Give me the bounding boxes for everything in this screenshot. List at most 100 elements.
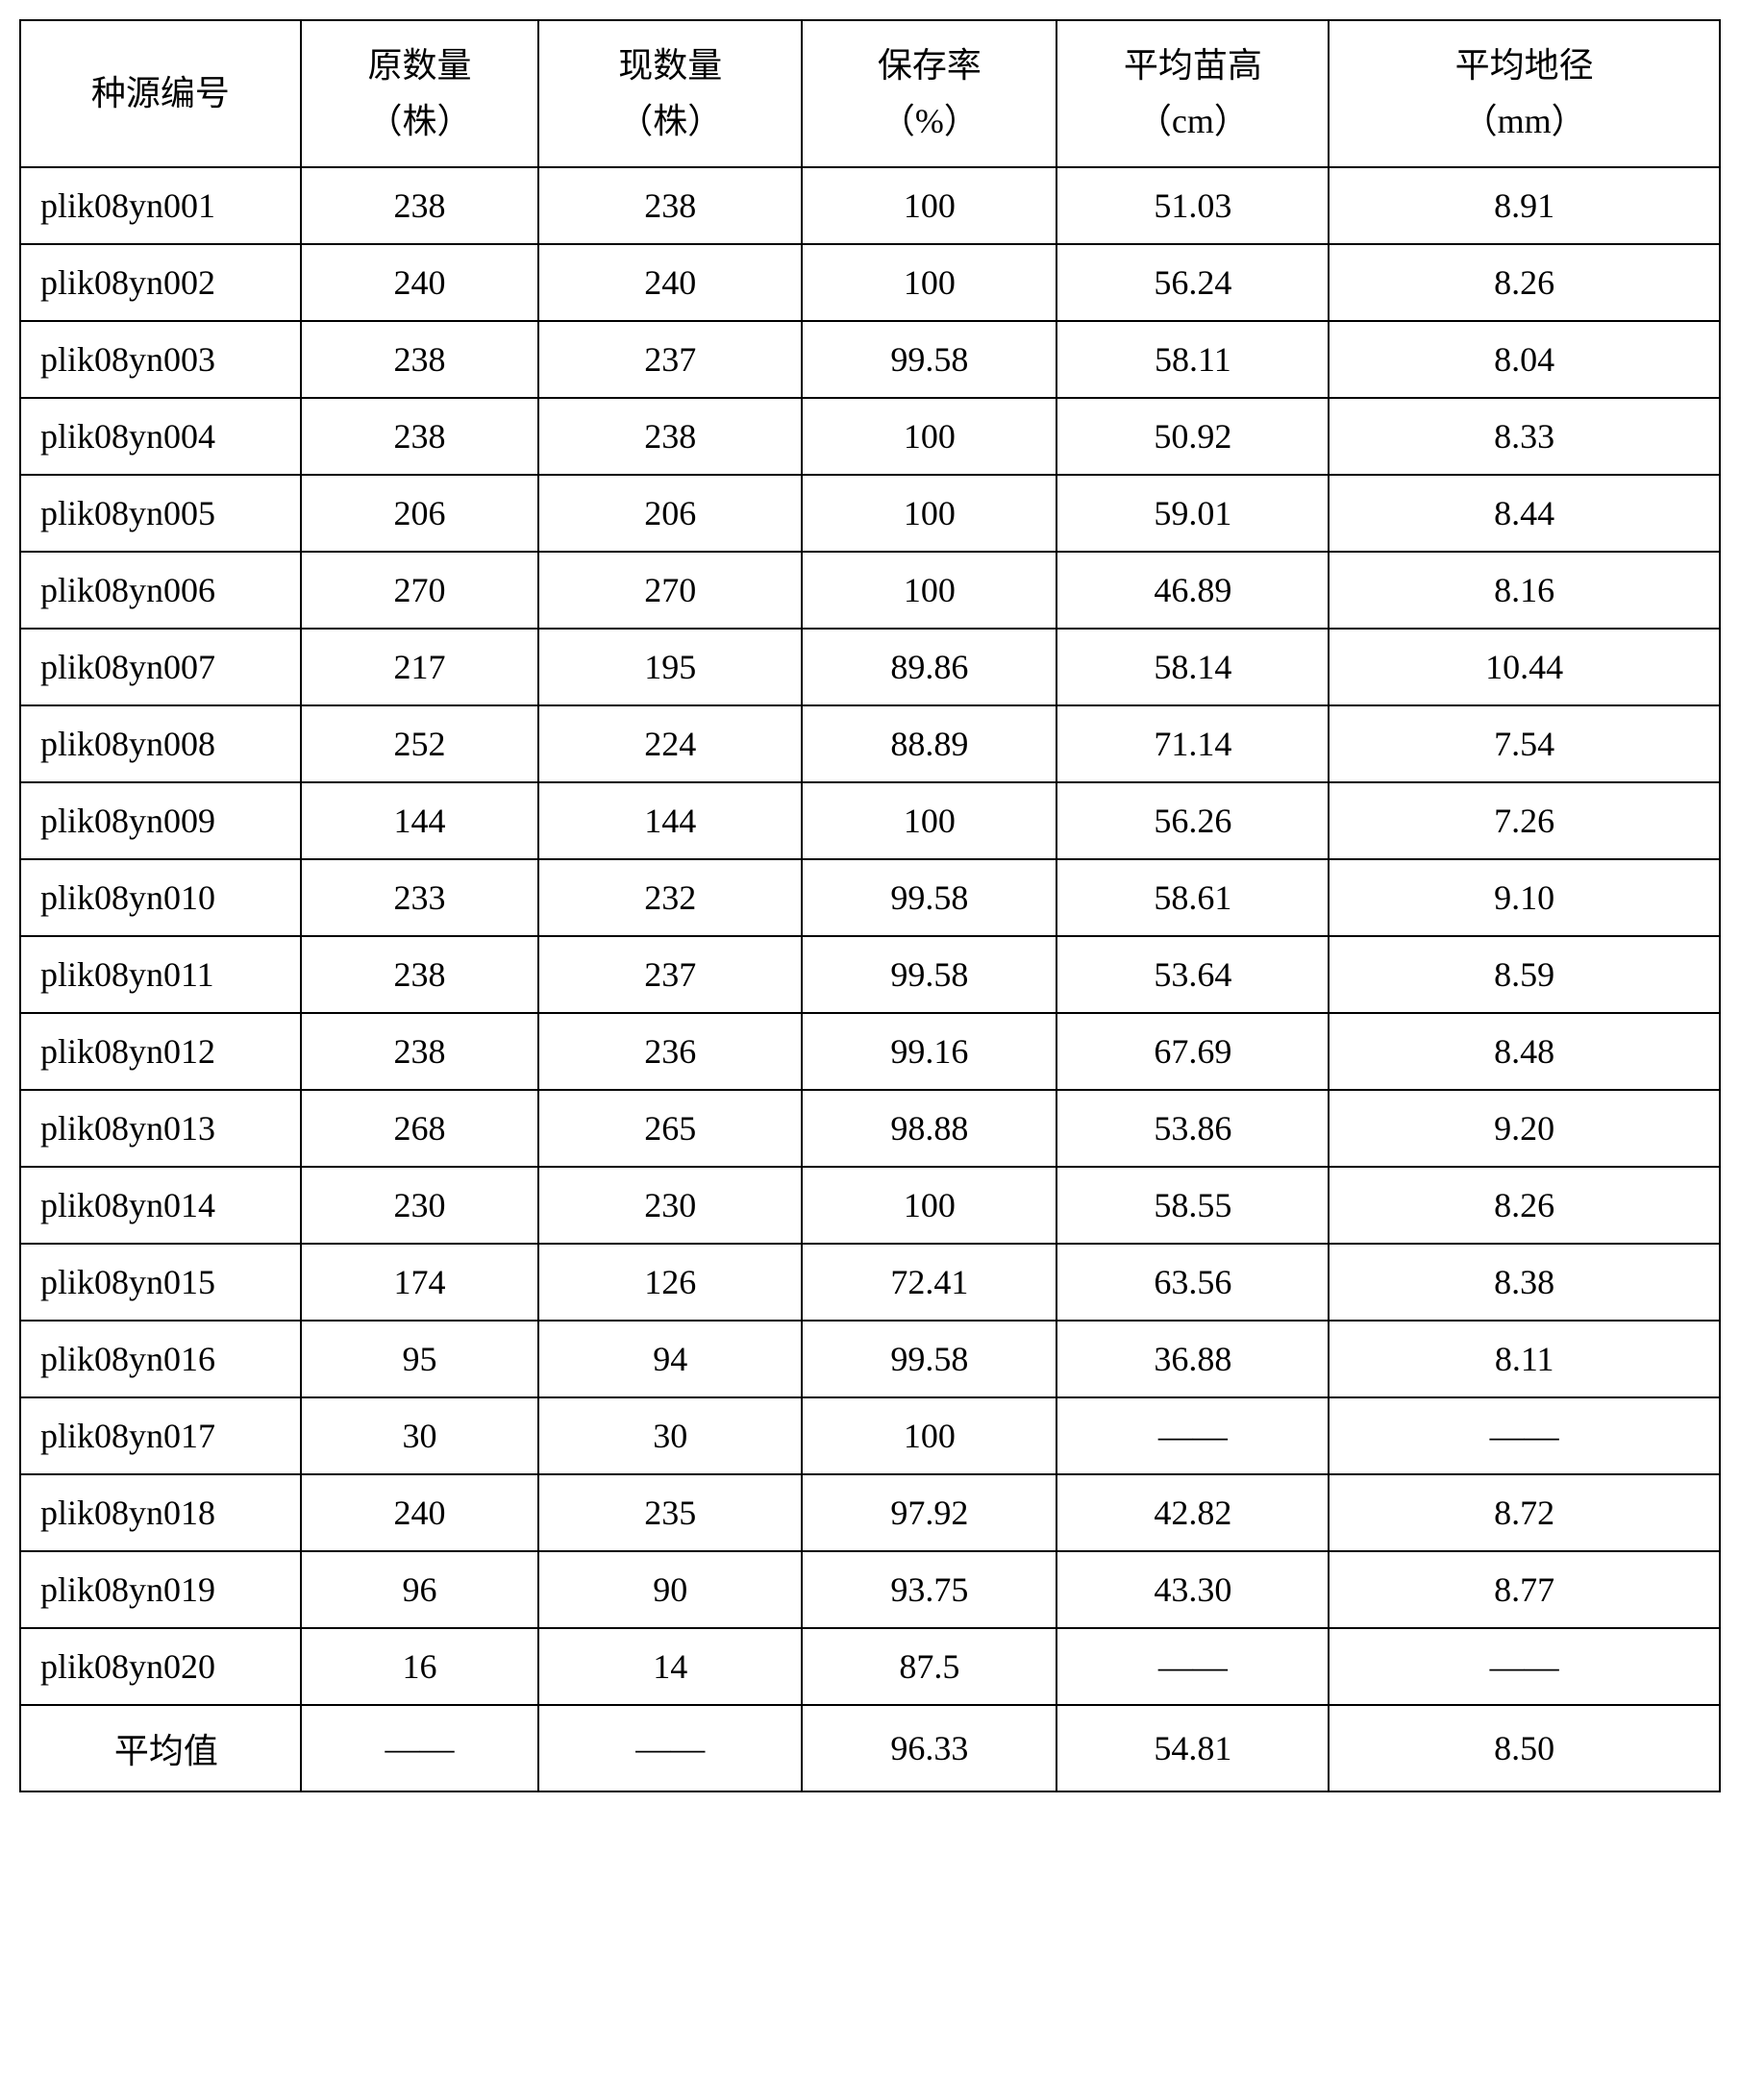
cell-value: 99.58 [802, 1321, 1056, 1397]
table-row: plik08yn020161487.5———— [20, 1628, 1720, 1705]
table-row: plik08yn00914414410056.267.26 [20, 782, 1720, 859]
header-line2: （%） [810, 94, 1048, 150]
cell-provenance-id: plik08yn012 [20, 1013, 301, 1090]
cell-value: 126 [538, 1244, 802, 1321]
cell-value: 270 [301, 552, 539, 629]
cell-value: 8.72 [1329, 1474, 1720, 1551]
cell-value: 8.04 [1329, 321, 1720, 398]
cell-value: 58.61 [1056, 859, 1329, 936]
cell-value: —— [1329, 1397, 1720, 1474]
cell-value: 42.82 [1056, 1474, 1329, 1551]
summary-value: 96.33 [802, 1705, 1056, 1791]
header-line1: 平均苗高 [1065, 38, 1320, 94]
cell-provenance-id: plik08yn020 [20, 1628, 301, 1705]
header-avg-height: 平均苗高 （cm） [1056, 20, 1329, 167]
cell-value: 97.92 [802, 1474, 1056, 1551]
header-provenance-id: 种源编号 [20, 20, 301, 167]
cell-value: 99.58 [802, 936, 1056, 1013]
cell-provenance-id: plik08yn004 [20, 398, 301, 475]
table-row: plik08yn00323823799.5858.118.04 [20, 321, 1720, 398]
cell-value: 252 [301, 705, 539, 782]
cell-value: 224 [538, 705, 802, 782]
cell-value: 237 [538, 321, 802, 398]
cell-provenance-id: plik08yn009 [20, 782, 301, 859]
cell-value: 236 [538, 1013, 802, 1090]
header-line1: 种源编号 [29, 66, 292, 122]
header-line2: （株） [310, 94, 531, 150]
cell-value: 100 [802, 475, 1056, 552]
cell-value: 50.92 [1056, 398, 1329, 475]
table-row: plik08yn01423023010058.558.26 [20, 1167, 1720, 1244]
table-row: plik08yn016959499.5836.888.11 [20, 1321, 1720, 1397]
cell-value: 268 [301, 1090, 539, 1167]
cell-value: 230 [538, 1167, 802, 1244]
cell-value: 7.26 [1329, 782, 1720, 859]
cell-value: 53.86 [1056, 1090, 1329, 1167]
header-survival-rate: 保存率 （%） [802, 20, 1056, 167]
cell-value: 100 [802, 244, 1056, 321]
cell-value: 100 [802, 552, 1056, 629]
cell-value: 270 [538, 552, 802, 629]
cell-value: 90 [538, 1551, 802, 1628]
header-line1: 现数量 [547, 38, 793, 94]
cell-value: 8.26 [1329, 1167, 1720, 1244]
header-avg-diameter: 平均地径 （mm） [1329, 20, 1720, 167]
cell-value: 8.44 [1329, 475, 1720, 552]
cell-value: 240 [538, 244, 802, 321]
cell-value: 8.16 [1329, 552, 1720, 629]
header-line1: 原数量 [310, 38, 531, 94]
provenance-data-table: 种源编号 原数量 （株） 现数量 （株） 保存率 （%） 平均苗高 （cm） 平… [19, 19, 1721, 1792]
cell-value: 238 [301, 936, 539, 1013]
cell-value: 100 [802, 1397, 1056, 1474]
cell-value: —— [1329, 1628, 1720, 1705]
cell-value: 144 [301, 782, 539, 859]
cell-value: 206 [538, 475, 802, 552]
cell-value: 8.26 [1329, 244, 1720, 321]
cell-value: 100 [802, 167, 1056, 244]
table-row: plik08yn00627027010046.898.16 [20, 552, 1720, 629]
cell-provenance-id: plik08yn019 [20, 1551, 301, 1628]
cell-value: 56.26 [1056, 782, 1329, 859]
header-line2: （株） [547, 94, 793, 150]
cell-value: 51.03 [1056, 167, 1329, 244]
summary-value: 54.81 [1056, 1705, 1329, 1791]
cell-provenance-id: plik08yn008 [20, 705, 301, 782]
cell-value: 87.5 [802, 1628, 1056, 1705]
cell-value: 46.89 [1056, 552, 1329, 629]
cell-value: 71.14 [1056, 705, 1329, 782]
cell-value: 10.44 [1329, 629, 1720, 705]
cell-value: 59.01 [1056, 475, 1329, 552]
cell-value: 232 [538, 859, 802, 936]
summary-row: 平均值————96.3354.818.50 [20, 1705, 1720, 1791]
table-row: plik08yn01023323299.5858.619.10 [20, 859, 1720, 936]
table-body: plik08yn00123823810051.038.91plik08yn002… [20, 167, 1720, 1791]
cell-value: 8.59 [1329, 936, 1720, 1013]
cell-value: 240 [301, 244, 539, 321]
summary-value: —— [301, 1705, 539, 1791]
cell-value: 7.54 [1329, 705, 1720, 782]
cell-value: 174 [301, 1244, 539, 1321]
table-row: plik08yn0173030100———— [20, 1397, 1720, 1474]
cell-value: 237 [538, 936, 802, 1013]
cell-provenance-id: plik08yn014 [20, 1167, 301, 1244]
cell-value: 98.88 [802, 1090, 1056, 1167]
cell-value: 67.69 [1056, 1013, 1329, 1090]
cell-value: 206 [301, 475, 539, 552]
header-line1: 平均地径 [1337, 38, 1711, 94]
cell-provenance-id: plik08yn018 [20, 1474, 301, 1551]
cell-value: 43.30 [1056, 1551, 1329, 1628]
cell-value: —— [1056, 1628, 1329, 1705]
summary-value: 8.50 [1329, 1705, 1720, 1791]
table-row: plik08yn00423823810050.928.33 [20, 398, 1720, 475]
cell-value: 217 [301, 629, 539, 705]
cell-provenance-id: plik08yn016 [20, 1321, 301, 1397]
cell-value: 99.58 [802, 859, 1056, 936]
cell-value: 238 [301, 167, 539, 244]
cell-provenance-id: plik08yn010 [20, 859, 301, 936]
cell-provenance-id: plik08yn002 [20, 244, 301, 321]
cell-value: 93.75 [802, 1551, 1056, 1628]
cell-value: 235 [538, 1474, 802, 1551]
cell-provenance-id: plik08yn013 [20, 1090, 301, 1167]
table-row: plik08yn00825222488.8971.147.54 [20, 705, 1720, 782]
cell-value: 238 [301, 398, 539, 475]
